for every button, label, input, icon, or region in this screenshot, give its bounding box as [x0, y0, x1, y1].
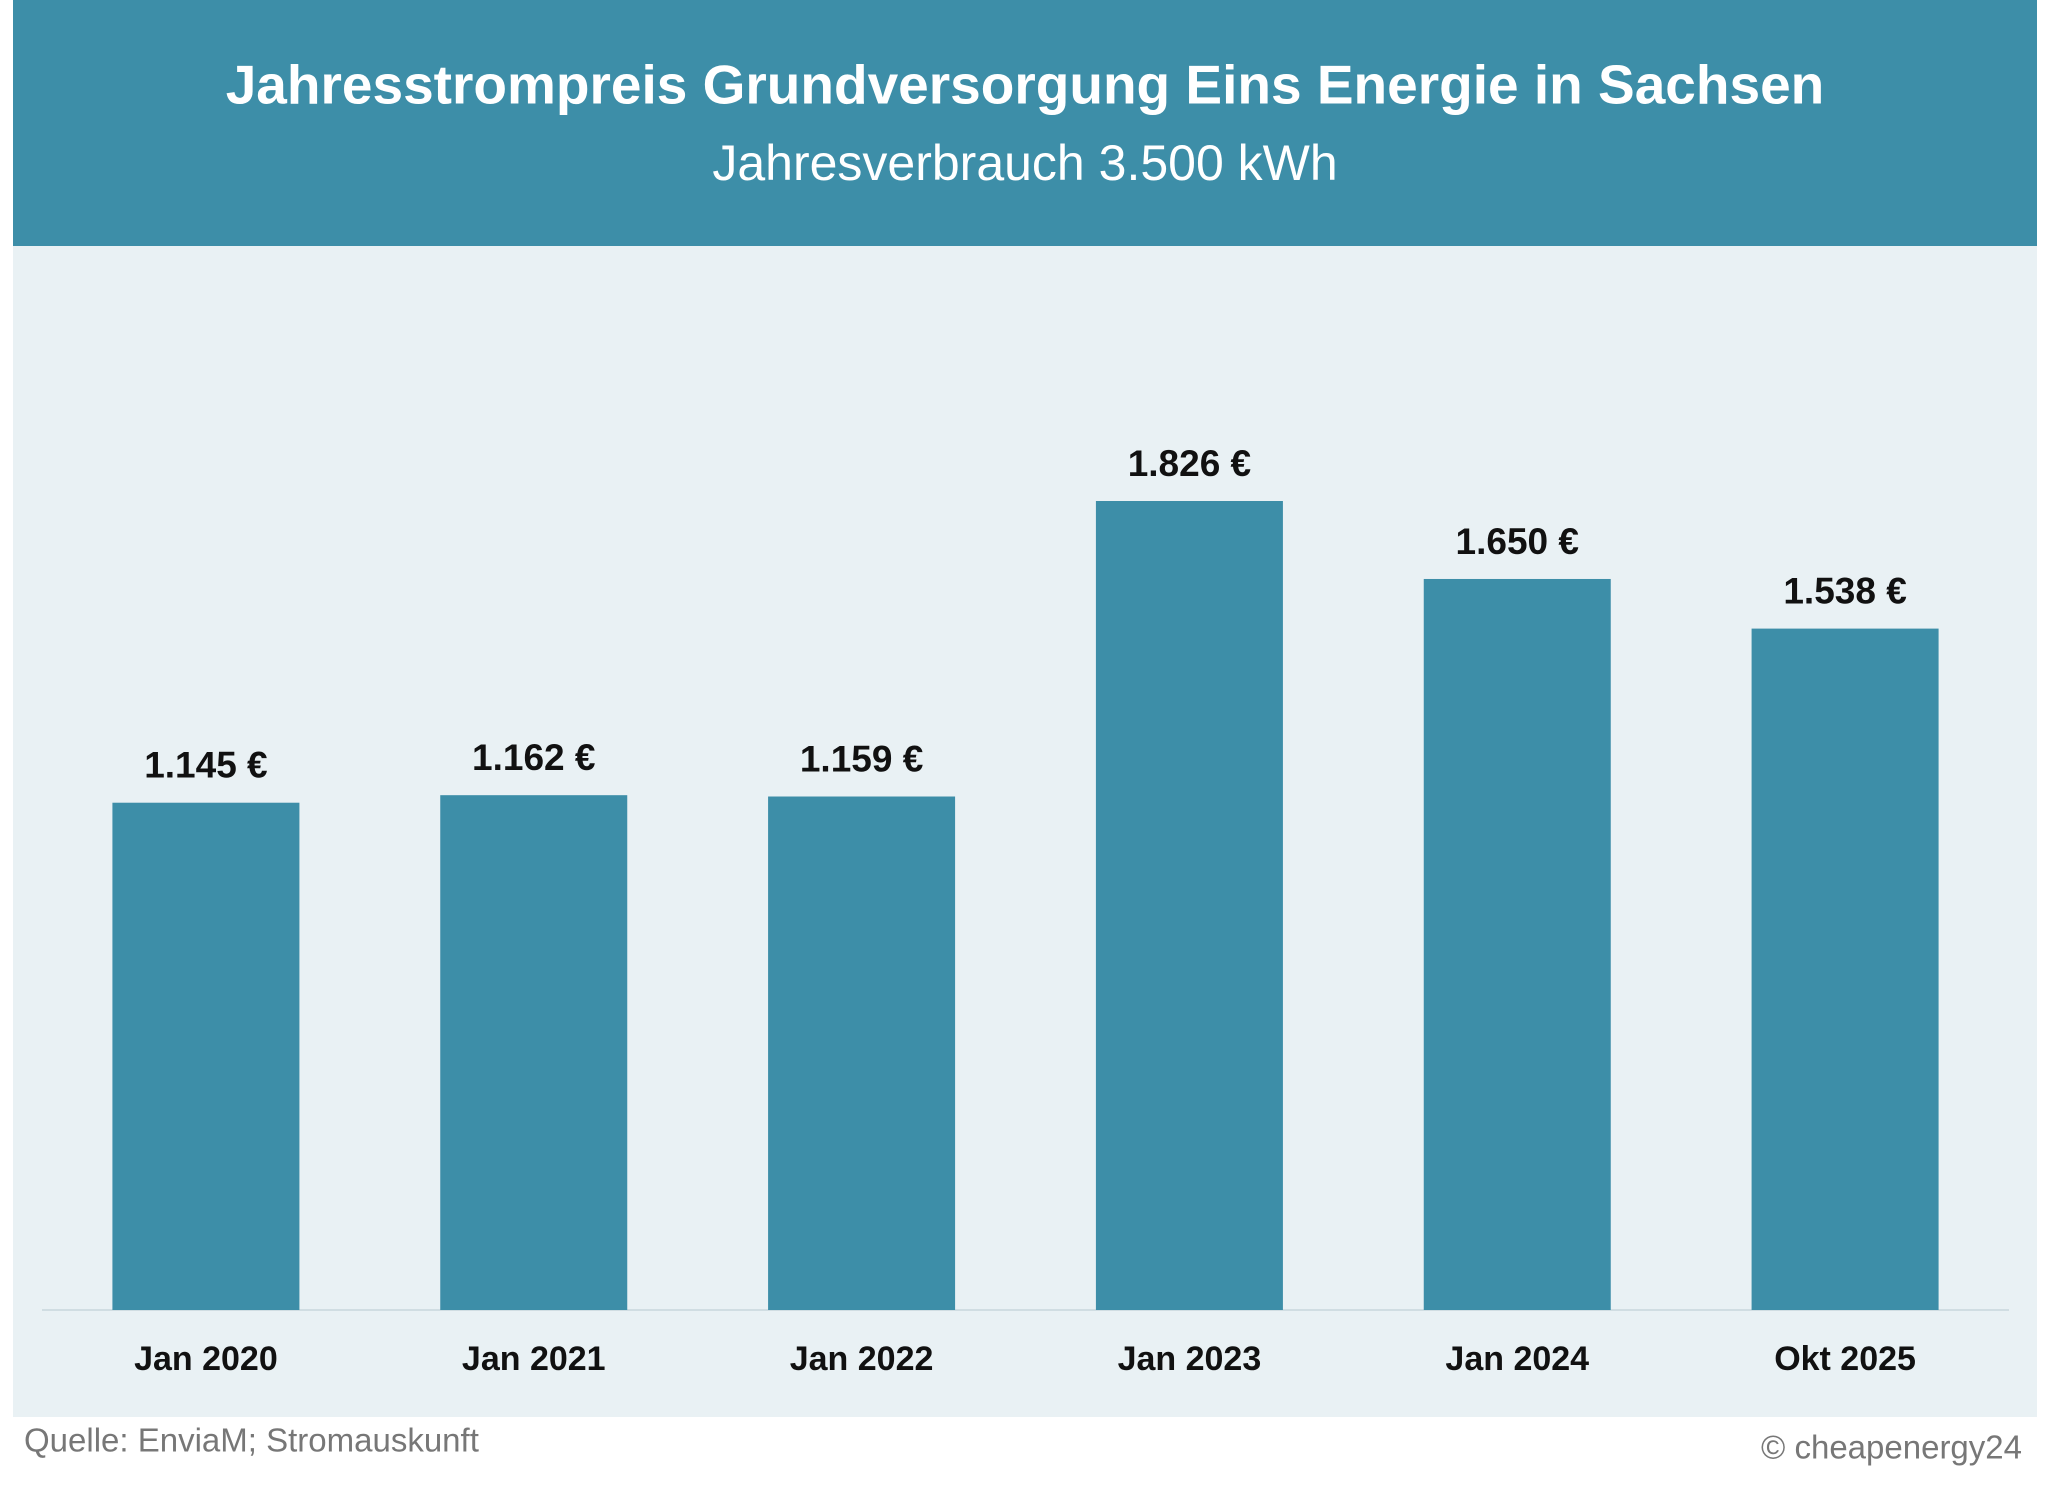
value-label: 1.826 €: [1128, 443, 1251, 484]
bar: [440, 795, 628, 1310]
value-label: 1.162 €: [472, 737, 595, 778]
x-tick-label: Jan 2024: [1445, 1340, 1589, 1378]
bar: [1423, 578, 1611, 1310]
bar: [1751, 628, 1939, 1310]
value-label: 1.538 €: [1783, 570, 1906, 611]
plot-background: [13, 246, 2037, 1417]
bar: [1095, 501, 1283, 1310]
value-label: 1.145 €: [144, 744, 267, 785]
x-tick-label: Jan 2022: [790, 1340, 934, 1378]
x-tick-label: Okt 2025: [1774, 1340, 1916, 1378]
x-tick-label: Jan 2023: [1118, 1340, 1262, 1378]
value-label: 1.650 €: [1456, 521, 1579, 562]
x-tick-label: Jan 2020: [134, 1340, 278, 1378]
source-note: Quelle: EnviaM; Stromauskunft: [24, 1422, 479, 1459]
chart-title: Jahresstrompreis Grundversorgung Eins En…: [226, 54, 1825, 116]
value-label: 1.159 €: [800, 738, 923, 779]
chart-subtitle: Jahresverbrauch 3.500 kWh: [712, 135, 1337, 191]
header-band: [13, 0, 2037, 246]
bar: [768, 796, 956, 1310]
bar: [112, 802, 300, 1310]
x-tick-label: Jan 2021: [462, 1340, 606, 1378]
credit-note: © cheapenergy24: [1761, 1429, 2022, 1466]
